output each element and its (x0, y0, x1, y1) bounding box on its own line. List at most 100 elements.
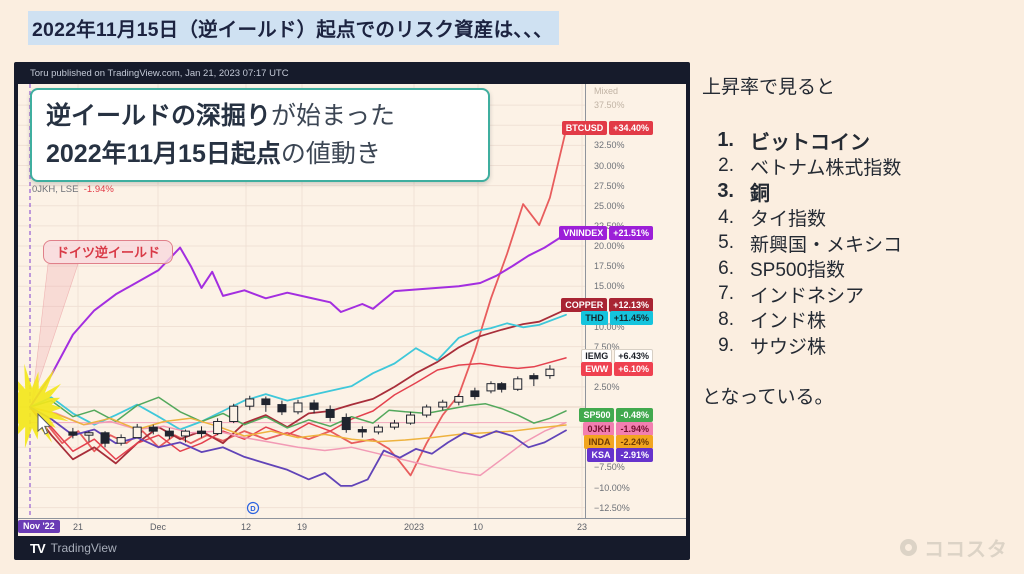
price-tick-label: −10.00% (594, 482, 630, 493)
symbol-badge-vnindex: VNINDEX +21.51% (559, 226, 653, 240)
price-tick-label: 22.50% (594, 221, 625, 231)
ranking-item: 5. 新興国・メキシコ (702, 230, 1017, 256)
ranking-item-number: 9. (718, 334, 734, 356)
ranking-item-label: 銅 (750, 183, 770, 206)
price-tick-label: −12.50% (594, 502, 630, 513)
price-tick-label: 7.50% (594, 341, 620, 352)
time-tick-label: Dec (149, 522, 166, 532)
price-tick-label: 2.50% (594, 381, 620, 392)
time-axis: Nov '22 21 Dec 12 19 2023 10 23 (18, 518, 686, 536)
badge-symbol-name: INDA (584, 435, 615, 449)
badge-symbol-name: SP500 (579, 408, 615, 422)
kokosta-watermark: ココスタ (900, 533, 1008, 562)
ranking-item: 2. ベトナム株式指数 (702, 154, 1017, 180)
badge-change-value: +12.13% (609, 298, 653, 312)
symbol-legend: 0JKH, LSE -1.94% (32, 184, 114, 195)
badge-symbol-name: THD (581, 311, 608, 325)
ranking-item: 3. 銅 (702, 179, 1017, 205)
kokosta-logo-icon (900, 539, 917, 556)
callout-line-1: 逆イールドの深掘りが始まった (46, 102, 396, 130)
tradingview-attribution-bar: TV TradingView (18, 536, 686, 560)
kokosta-logo-text: ココスタ (924, 539, 1008, 561)
ranking-item: 9. サウジ株 (702, 333, 1017, 359)
time-tick-label: 12 (240, 522, 251, 532)
time-tick-label: 10 (472, 522, 483, 532)
symbol-badge-copper: COPPER +12.13% (561, 298, 653, 312)
chart-plot-area: D Mixed 37.50% 32.50% 30.00% 27.50% 25.00% 22.… (18, 84, 686, 536)
price-tick-label: 25.00% (594, 200, 625, 211)
ranking-item: 4. タイ指数 (702, 205, 1017, 231)
callout-card: 逆イールドの深掘りが始まった 2022年11月15日起点の値動き (30, 88, 490, 182)
ranking-footer: となっている。 (702, 387, 834, 409)
badge-change-value: +11.45% (609, 311, 653, 325)
slide-title: 2022年11月15日（逆イールド）起点でのリスク資産は、、、 (28, 11, 559, 45)
ranking-item-label: インドネシア (750, 285, 865, 307)
callout-line-2: 2022年11月15日起点の値動き (46, 140, 381, 168)
ranking-item-number: 2. (718, 155, 734, 177)
symbol-badge-thd: THD +11.45% (581, 311, 653, 325)
badge-change-value: -1.94% (616, 422, 653, 436)
ranking-item-number: 1. (717, 129, 734, 152)
badge-symbol-name: 0JKH (583, 422, 615, 436)
symbol-badge-0jkh: 0JKH -1.94% (583, 422, 653, 436)
svg-text:D: D (250, 504, 256, 513)
time-tick-label: 19 (296, 522, 307, 532)
tradingview-logo-icon: TV (30, 540, 46, 556)
ranking-item: 7. インドネシア (702, 282, 1017, 308)
ranking-item-label: タイ指数 (750, 209, 827, 231)
symbol-badge-inda: INDA -2.24% (584, 435, 653, 449)
ranking-item-number: 8. (718, 308, 734, 330)
price-axis: Mixed 37.50% 32.50% 30.00% 27.50% 25.00% 22.50… (585, 84, 686, 518)
ranking-item-number: 3. (717, 180, 734, 203)
ranking-item-label: インド株 (750, 311, 827, 333)
badge-symbol-name: VNINDEX (559, 226, 608, 240)
badge-symbol-name: BTCUSD (561, 121, 608, 135)
ranking-item: 1. ビットコイン (702, 128, 1017, 154)
ranking-item-number: 7. (718, 283, 734, 305)
symbol-badge-ksa: KSA -2.91% (587, 448, 653, 462)
symbol-badge-eww: EWW +6.10% (581, 362, 653, 376)
price-tick-label: −7.50% (594, 462, 625, 473)
badge-symbol-name: KSA (587, 448, 615, 462)
ranking-item-label: 新興国・メキシコ (750, 234, 903, 256)
badge-change-value: +6.10% (614, 362, 653, 376)
price-chart-canvas: D (18, 84, 585, 518)
price-tick-label: 32.50% (594, 140, 625, 151)
price-tick-label: 15.00% (594, 281, 625, 292)
price-tick-label: Mixed (594, 86, 619, 96)
ranking-heading: 上昇率で見ると (702, 77, 836, 98)
price-tick-label: 20.00% (594, 241, 625, 251)
ranking-panel: 上昇率で見ると 1. ビットコイン 2. ベトナム株式指数 3. 銅 4. タイ指数 5. 新興国… (702, 72, 1017, 409)
time-tick-label: 21 (72, 522, 83, 532)
price-tick-label: 10.00% (594, 321, 625, 332)
badge-change-value: -2.24% (616, 435, 653, 449)
ranking-item-label: ビットコイン (750, 132, 870, 155)
badge-symbol-name: IEMG (581, 349, 613, 363)
badge-change-value: +6.43% (614, 349, 653, 363)
ranking-item-label: ベトナム株式指数 (750, 157, 902, 179)
symbol-badge-sp500: SP500 -0.48% (579, 408, 653, 422)
tradingview-chart-frame: Toru published on TradingView.com, Jan 2… (14, 62, 690, 560)
price-tick-label: 37.50% (594, 100, 625, 111)
ranking-item: 8. インド株 (702, 307, 1017, 333)
time-tick-label: 2023 (403, 522, 425, 532)
ranking-item-number: 6. (718, 257, 734, 279)
price-tick-label: 17.50% (594, 261, 625, 272)
symbol-badge-btcusd: BTCUSD +34.40% (561, 121, 653, 135)
badge-symbol-name: COPPER (561, 298, 608, 312)
time-axis-start-badge: Nov '22 (18, 520, 60, 533)
badge-change-value: -0.48% (616, 408, 653, 422)
ranking-item-number: 4. (718, 206, 734, 228)
ranking-item: 6. SP500指数 (702, 256, 1017, 282)
tradingview-logo-text: TradingView (50, 541, 117, 555)
badge-symbol-name: EWW (581, 362, 613, 376)
price-tick-label: 27.50% (594, 180, 625, 191)
badge-change-value: -2.91% (616, 448, 653, 462)
germany-inverted-yield-annotation: ドイツ逆イールド (43, 240, 174, 264)
ranking-item-label: サウジ株 (750, 337, 827, 359)
symbol-badge-iemg: IEMG +6.43% (581, 349, 653, 363)
badge-change-value: +21.51% (609, 226, 653, 240)
ranking-item-label: SP500指数 (750, 260, 846, 282)
ranking-item-number: 5. (718, 232, 734, 254)
